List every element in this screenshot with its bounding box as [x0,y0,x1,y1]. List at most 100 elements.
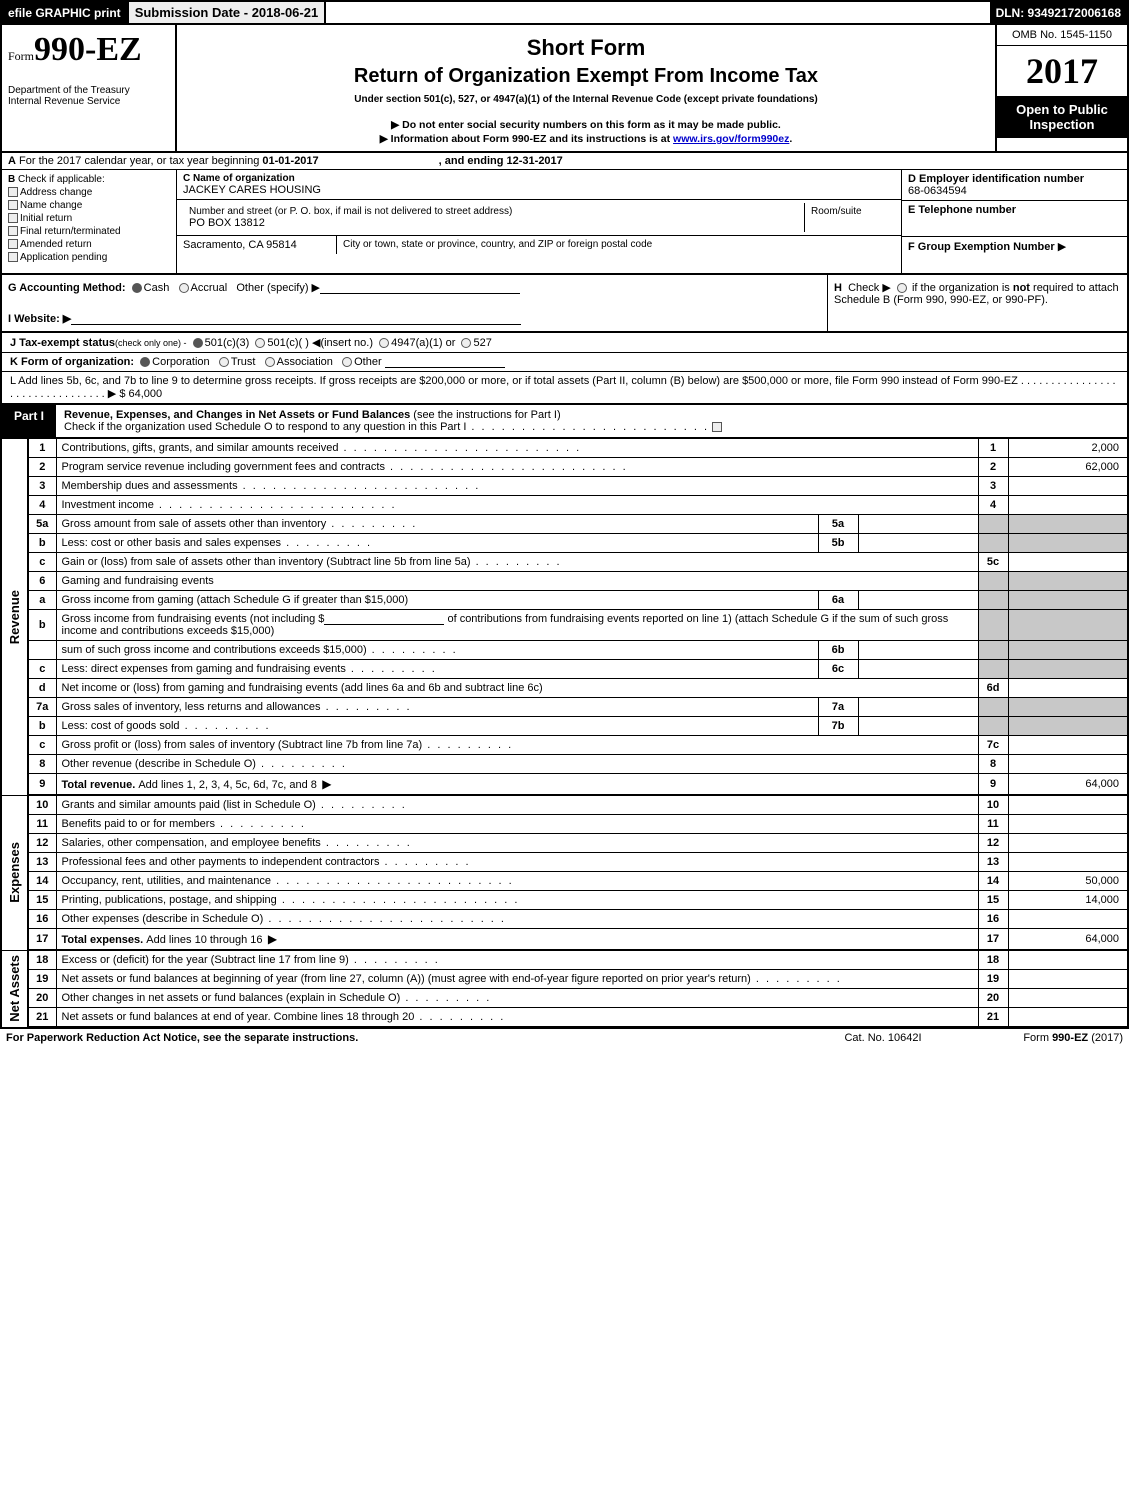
chk-final-return[interactable]: Final return/terminated [8,226,170,237]
chk-final-return-label: Final return/terminated [20,226,121,237]
radio-association-label: Association [277,356,333,368]
radio-accrual[interactable] [179,283,189,293]
form-header: Form990-EZ Department of the Treasury In… [0,25,1129,153]
ln-8-val [1008,755,1128,774]
radio-501c3-label: 501(c)(3) [205,337,250,349]
ln-18-desc: Excess or (deficit) for the year (Subtra… [62,954,349,966]
radio-527-label: 527 [473,337,491,349]
dept-treasury: Department of the Treasury [8,85,169,96]
dept-irs: Internal Revenue Service [8,96,169,107]
part1-tag: Part I [2,405,56,437]
ln-2-desc: Program service revenue including govern… [62,461,628,473]
chk-application-pending-label: Application pending [20,252,107,263]
submission-date: Submission Date - 2018-06-21 [129,2,327,23]
ln-21: 21 [28,1008,56,1028]
h-text2: if the organization is [912,282,1013,294]
ln-7a-sub: 7a [818,698,858,717]
radio-4947[interactable] [379,338,389,348]
ln-18-num: 18 [978,950,1008,970]
subtitle: Under section 501(c), 527, or 4947(a)(1)… [187,94,985,105]
chk-application-pending[interactable]: Application pending [8,252,170,263]
ln-5c-desc: Gain or (loss) from sale of assets other… [62,556,471,568]
ln-9-bold: Total revenue. [62,779,139,791]
radio-501c[interactable] [255,338,265,348]
tax-year: 2017 [997,46,1127,96]
ln-17-val: 64,000 [1008,929,1128,951]
l-amount: $ 64,000 [119,388,162,400]
ln-6b-input[interactable] [324,613,444,625]
ln-8-desc: Other revenue (describe in Schedule O) [62,758,256,770]
ln-18: 18 [28,950,56,970]
ln-13-desc: Professional fees and other payments to … [62,856,380,868]
ln-5a-sub: 5a [818,515,858,534]
instructions-link[interactable]: www.irs.gov/form990ez [673,133,789,145]
ln-21-val [1008,1008,1128,1028]
ln-6d-val [1008,679,1128,698]
radio-other-org-label: Other [354,356,382,368]
radio-other-org[interactable] [342,357,352,367]
expenses-side-label: Expenses [7,842,22,903]
ln-5a-subval [858,515,978,534]
part1-paren: (see the instructions for Part I) [413,409,560,421]
ln-3-desc: Membership dues and assessments [62,480,481,492]
ln-8: 8 [28,755,56,774]
ln-19: 19 [28,970,56,989]
addr-label: Number and street (or P. O. box, if mail… [189,206,798,217]
ln-15-desc: Printing, publications, postage, and shi… [62,894,277,906]
radio-accrual-label: Accrual [191,282,228,294]
line-a-end: 12-31-2017 [507,155,563,167]
line-a-mid: , and ending [439,155,507,167]
line-l: L Add lines 5b, 6c, and 7b to line 9 to … [0,372,1129,405]
chk-initial-return-label: Initial return [20,213,72,224]
radio-501c-label: 501(c)( ) [267,337,309,349]
ln-20-num: 20 [978,989,1008,1008]
ein-value: 68-0634594 [908,185,1121,197]
open-to-public: Open to Public Inspection [997,96,1127,138]
page-footer: For Paperwork Reduction Act Notice, see … [0,1028,1129,1047]
city-label: City or town, state or province, country… [337,236,901,254]
radio-association[interactable] [265,357,275,367]
chk-name-change-label: Name change [20,200,82,211]
line-k: K Form of organization: Corporation Trus… [0,353,1129,372]
radio-corporation[interactable] [140,357,150,367]
ln-2: 2 [28,458,56,477]
h-not: not [1013,282,1030,294]
chk-initial-return[interactable]: Initial return [8,213,170,224]
ln-15-val: 14,000 [1008,891,1128,910]
part1-header: Part I Revenue, Expenses, and Changes in… [0,405,1129,439]
chk-amended-return[interactable]: Amended return [8,239,170,250]
ln-7c-num: 7c [978,736,1008,755]
ln-6d-desc: Net income or (loss) from gaming and fun… [56,679,978,698]
room-suite-label: Room/suite [805,203,895,232]
ln-5a-val [1008,515,1128,534]
section-c: C Name of organization JACKEY CARES HOUS… [177,170,902,273]
ln-21-desc: Net assets or fund balances at end of ye… [62,1011,415,1023]
ln-6c-sub: 6c [818,660,858,679]
radio-cash[interactable] [132,283,142,293]
part1-schedule-o-checkbox[interactable] [712,422,722,432]
k-other-input[interactable] [385,356,505,368]
radio-h-check[interactable] [897,283,907,293]
h-check-pre: Check ▶ [848,282,891,294]
ln-6d: d [28,679,56,698]
chk-name-change[interactable]: Name change [8,200,170,211]
e-label: E Telephone number [908,204,1016,216]
website-input[interactable] [71,313,521,325]
footer-right: Form 990-EZ (2017) [963,1032,1123,1044]
title-return: Return of Organization Exempt From Incom… [187,65,985,88]
radio-trust[interactable] [219,357,229,367]
radio-4947-label: 4947(a)(1) or [391,337,455,349]
revenue-side-label: Revenue [7,590,22,644]
radio-501c3[interactable] [193,338,203,348]
radio-527[interactable] [461,338,471,348]
ln-1-desc: Contributions, gifts, grants, and simila… [62,442,582,454]
ln-9: 9 [28,774,56,796]
ln-17: 17 [28,929,56,951]
chk-address-change[interactable]: Address change [8,187,170,198]
omb-number: OMB No. 1545-1150 [997,25,1127,46]
g-other-input[interactable] [320,282,520,294]
ln-20-val [1008,989,1128,1008]
part1-check-text: Check if the organization used Schedule … [64,421,466,433]
efile-print-button[interactable]: efile GRAPHIC print [2,2,129,23]
ln-7a-subval [858,698,978,717]
